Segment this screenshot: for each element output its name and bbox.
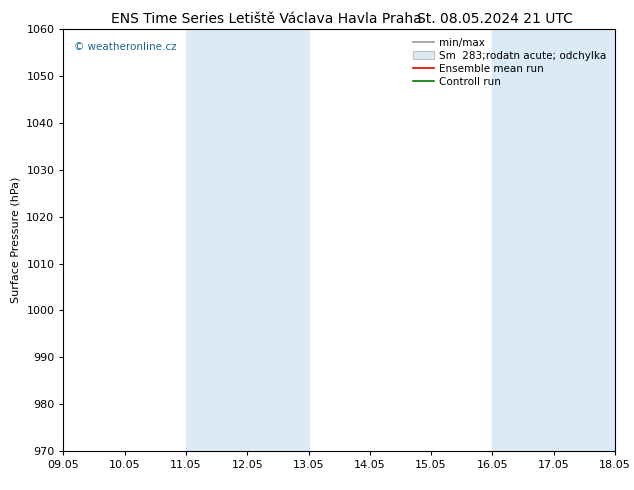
Y-axis label: Surface Pressure (hPa): Surface Pressure (hPa): [11, 177, 21, 303]
Text: ENS Time Series Letiště Václava Havla Praha: ENS Time Series Letiště Václava Havla Pr…: [111, 12, 422, 26]
Legend: min/max, Sm  283;rodatn acute; odchylka, Ensemble mean run, Controll run: min/max, Sm 283;rodatn acute; odchylka, …: [410, 35, 610, 90]
Text: St. 08.05.2024 21 UTC: St. 08.05.2024 21 UTC: [417, 12, 573, 26]
Text: © weatheronline.cz: © weatheronline.cz: [74, 42, 177, 52]
Bar: [186, 29, 309, 451]
Bar: [493, 29, 615, 451]
